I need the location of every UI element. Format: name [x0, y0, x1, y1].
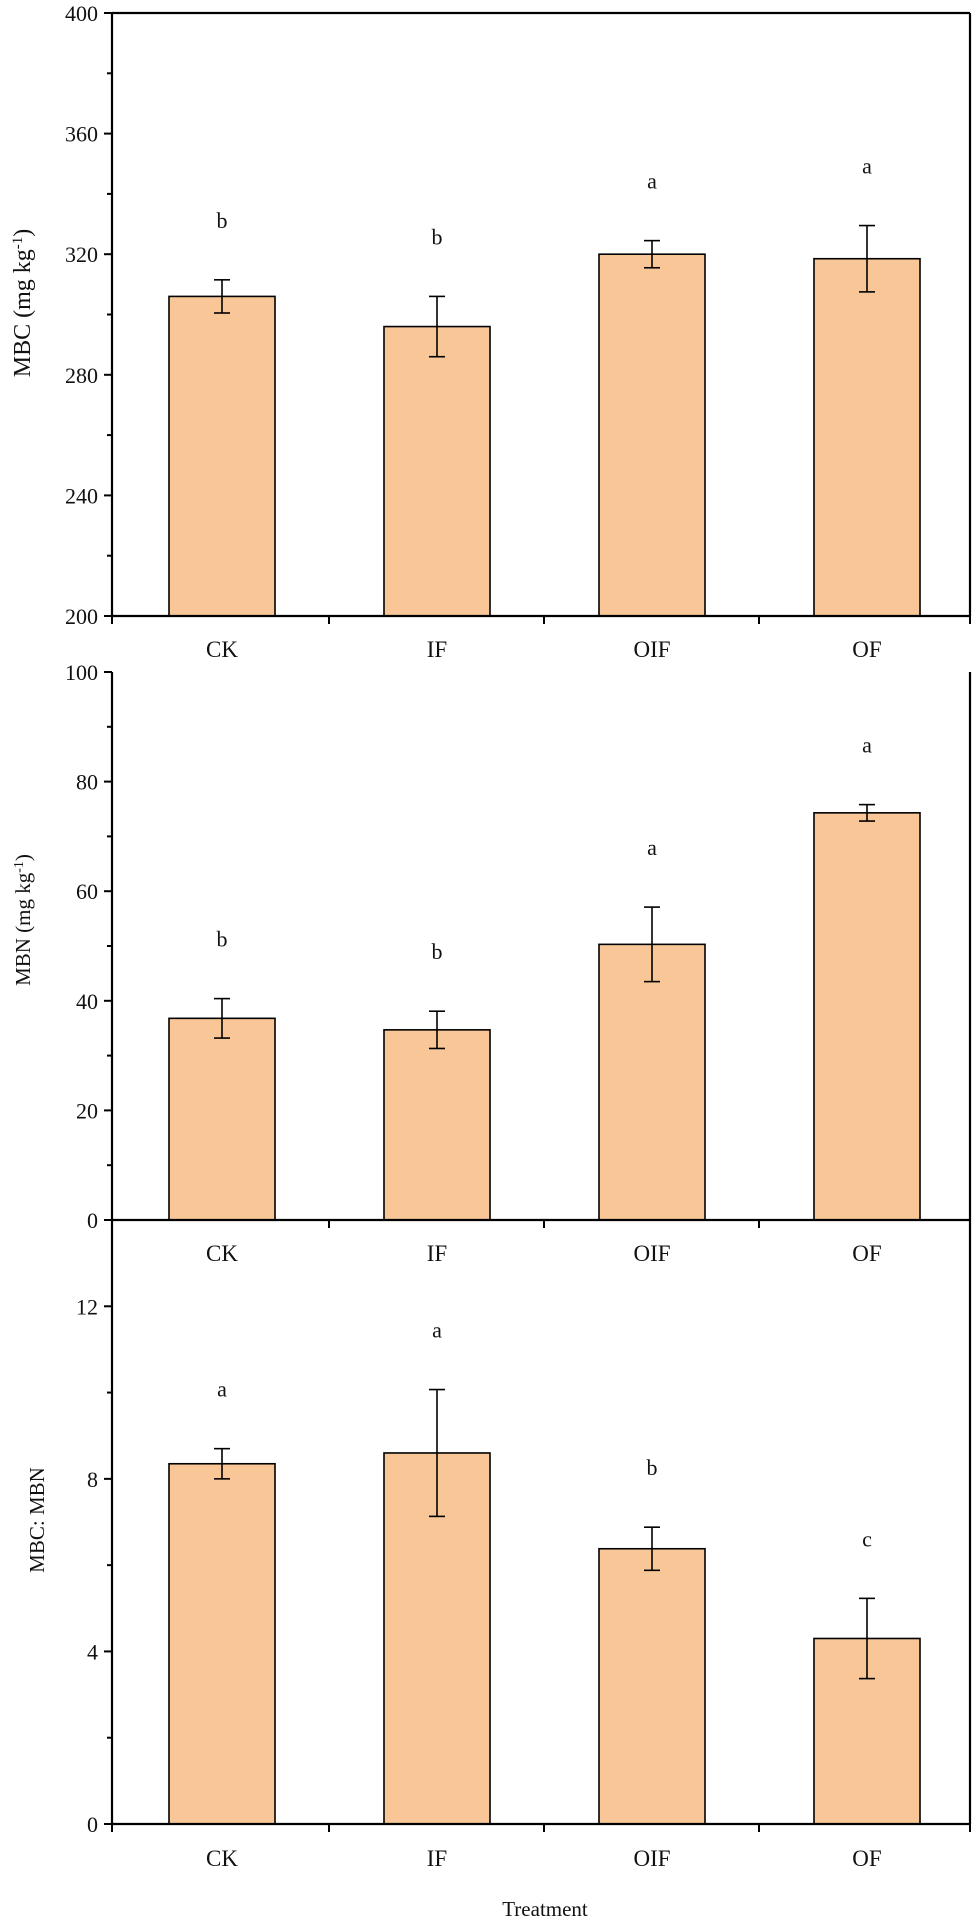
y-tick-label: 4 — [87, 1639, 98, 1664]
bar-of — [813, 812, 921, 1221]
bar-oif — [598, 1547, 706, 1825]
y-tick-label: 200 — [65, 604, 98, 629]
panel-mbc: MBC (mg kg-1) b b a a 200 240 280 320 360 400 CK IF… — [10, 1, 972, 662]
x-tick-label: OIF — [633, 637, 670, 662]
x-tick-label: OF — [852, 1846, 881, 1871]
y-axis-label: MBC: MBN — [25, 1467, 49, 1573]
panel-ratio: MBC: MBN Treatment a a b c 0 4 8 12 CK IF OIF OF — [25, 1219, 972, 1921]
x-tick-label: OIF — [633, 1241, 670, 1266]
x-tick-label: CK — [206, 1846, 238, 1871]
significance-label: b — [217, 208, 228, 233]
y-tick-label: 12 — [76, 1294, 98, 1319]
significance-label: a — [862, 733, 872, 758]
y-tick-label: 80 — [76, 770, 98, 795]
y-axis-label: MBN (mg kg-1) — [11, 854, 35, 986]
x-tick-label: IF — [427, 1846, 447, 1871]
x-tick-label: OF — [852, 637, 881, 662]
significance-label: a — [432, 1318, 442, 1343]
y-tick-label: 60 — [76, 879, 98, 904]
bar-of — [813, 257, 921, 617]
y-tick-label: 320 — [65, 242, 98, 267]
panel-mbn: MBN (mg kg-1) b b a a 0 20 40 60 80 100 CK IF OIF OF — [11, 660, 972, 1266]
bar-oif — [598, 943, 706, 1221]
x-tick-label: IF — [427, 637, 447, 662]
significance-label: a — [217, 1377, 227, 1402]
bar-if — [383, 1029, 491, 1221]
y-tick-label: 100 — [65, 660, 98, 685]
significance-label: a — [647, 835, 657, 860]
significance-label: c — [862, 1526, 872, 1551]
bar-ck — [168, 295, 276, 617]
x-tick-label: OF — [852, 1241, 881, 1266]
significance-label: b — [647, 1455, 658, 1480]
x-tick-label: CK — [206, 637, 238, 662]
y-tick-label: 0 — [87, 1812, 98, 1837]
y-tick-label: 8 — [87, 1467, 98, 1492]
significance-label: a — [862, 154, 872, 179]
x-tick-label: IF — [427, 1241, 447, 1266]
significance-label: b — [217, 927, 228, 952]
y-tick-label: 0 — [87, 1208, 98, 1233]
significance-label: b — [432, 939, 443, 964]
significance-label: b — [432, 224, 443, 249]
bar-oif — [598, 253, 706, 617]
y-tick-label: 360 — [65, 122, 98, 147]
y-tick-label: 280 — [65, 363, 98, 388]
significance-label: a — [647, 169, 657, 194]
y-tick-label: 20 — [76, 1098, 98, 1123]
y-tick-label: 40 — [76, 989, 98, 1014]
y-axis-label: MBC (mg kg-1) — [10, 229, 36, 378]
x-tick-label: OIF — [633, 1846, 670, 1871]
bar-if — [383, 325, 491, 617]
y-tick-label: 240 — [65, 483, 98, 508]
y-tick-label: 400 — [65, 1, 98, 26]
bar-ck — [168, 1017, 276, 1221]
x-tick-label: CK — [206, 1241, 238, 1266]
bar-ck — [168, 1462, 276, 1825]
x-axis-label: Treatment — [502, 1897, 588, 1921]
